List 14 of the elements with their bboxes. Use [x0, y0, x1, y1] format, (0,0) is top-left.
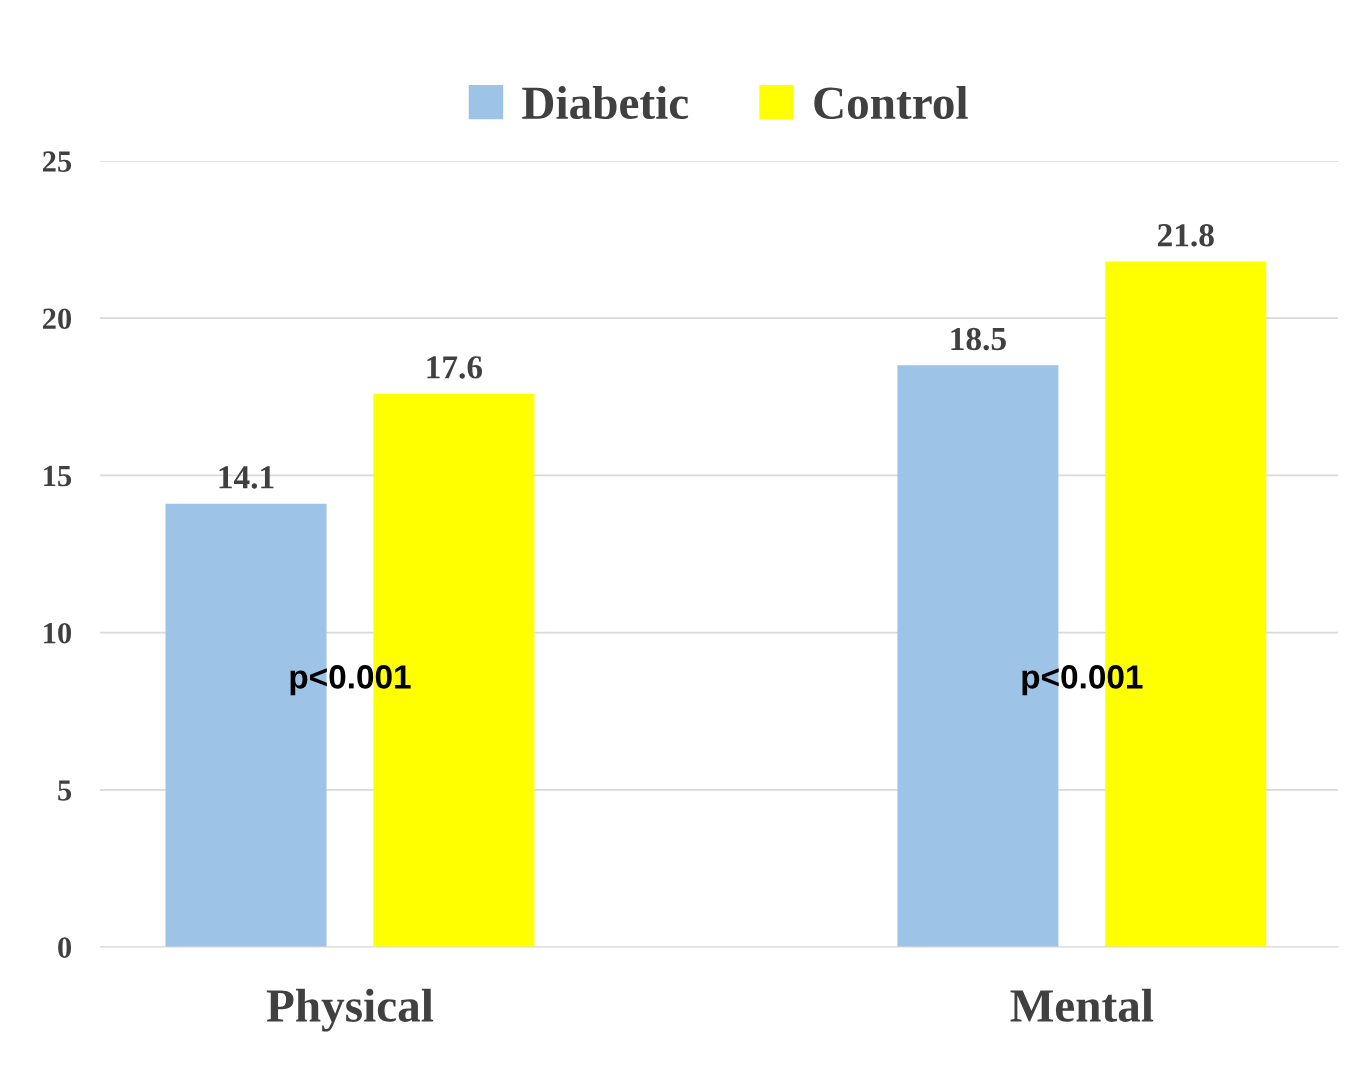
y-tick-label: 25: [42, 151, 72, 172]
y-tick-label: 10: [44, 622, 72, 644]
y-tick-label: 0: [58, 937, 72, 958]
x-tick-label: Physical: [266, 988, 434, 1032]
legend-label: Control: [814, 85, 968, 120]
legend-label: Diabetic: [522, 85, 689, 120]
data-label: 21.8: [1158, 224, 1214, 247]
x-tick-label: Mental: [1010, 988, 1154, 1022]
data-label: 17.6: [427, 356, 483, 379]
data-label: 14.1: [219, 466, 274, 489]
y-tick-label: 5: [58, 780, 72, 801]
y-tick-label: 15: [44, 465, 72, 487]
y-tick-label: 20: [42, 308, 72, 330]
data-label: 18.5: [951, 327, 1006, 351]
